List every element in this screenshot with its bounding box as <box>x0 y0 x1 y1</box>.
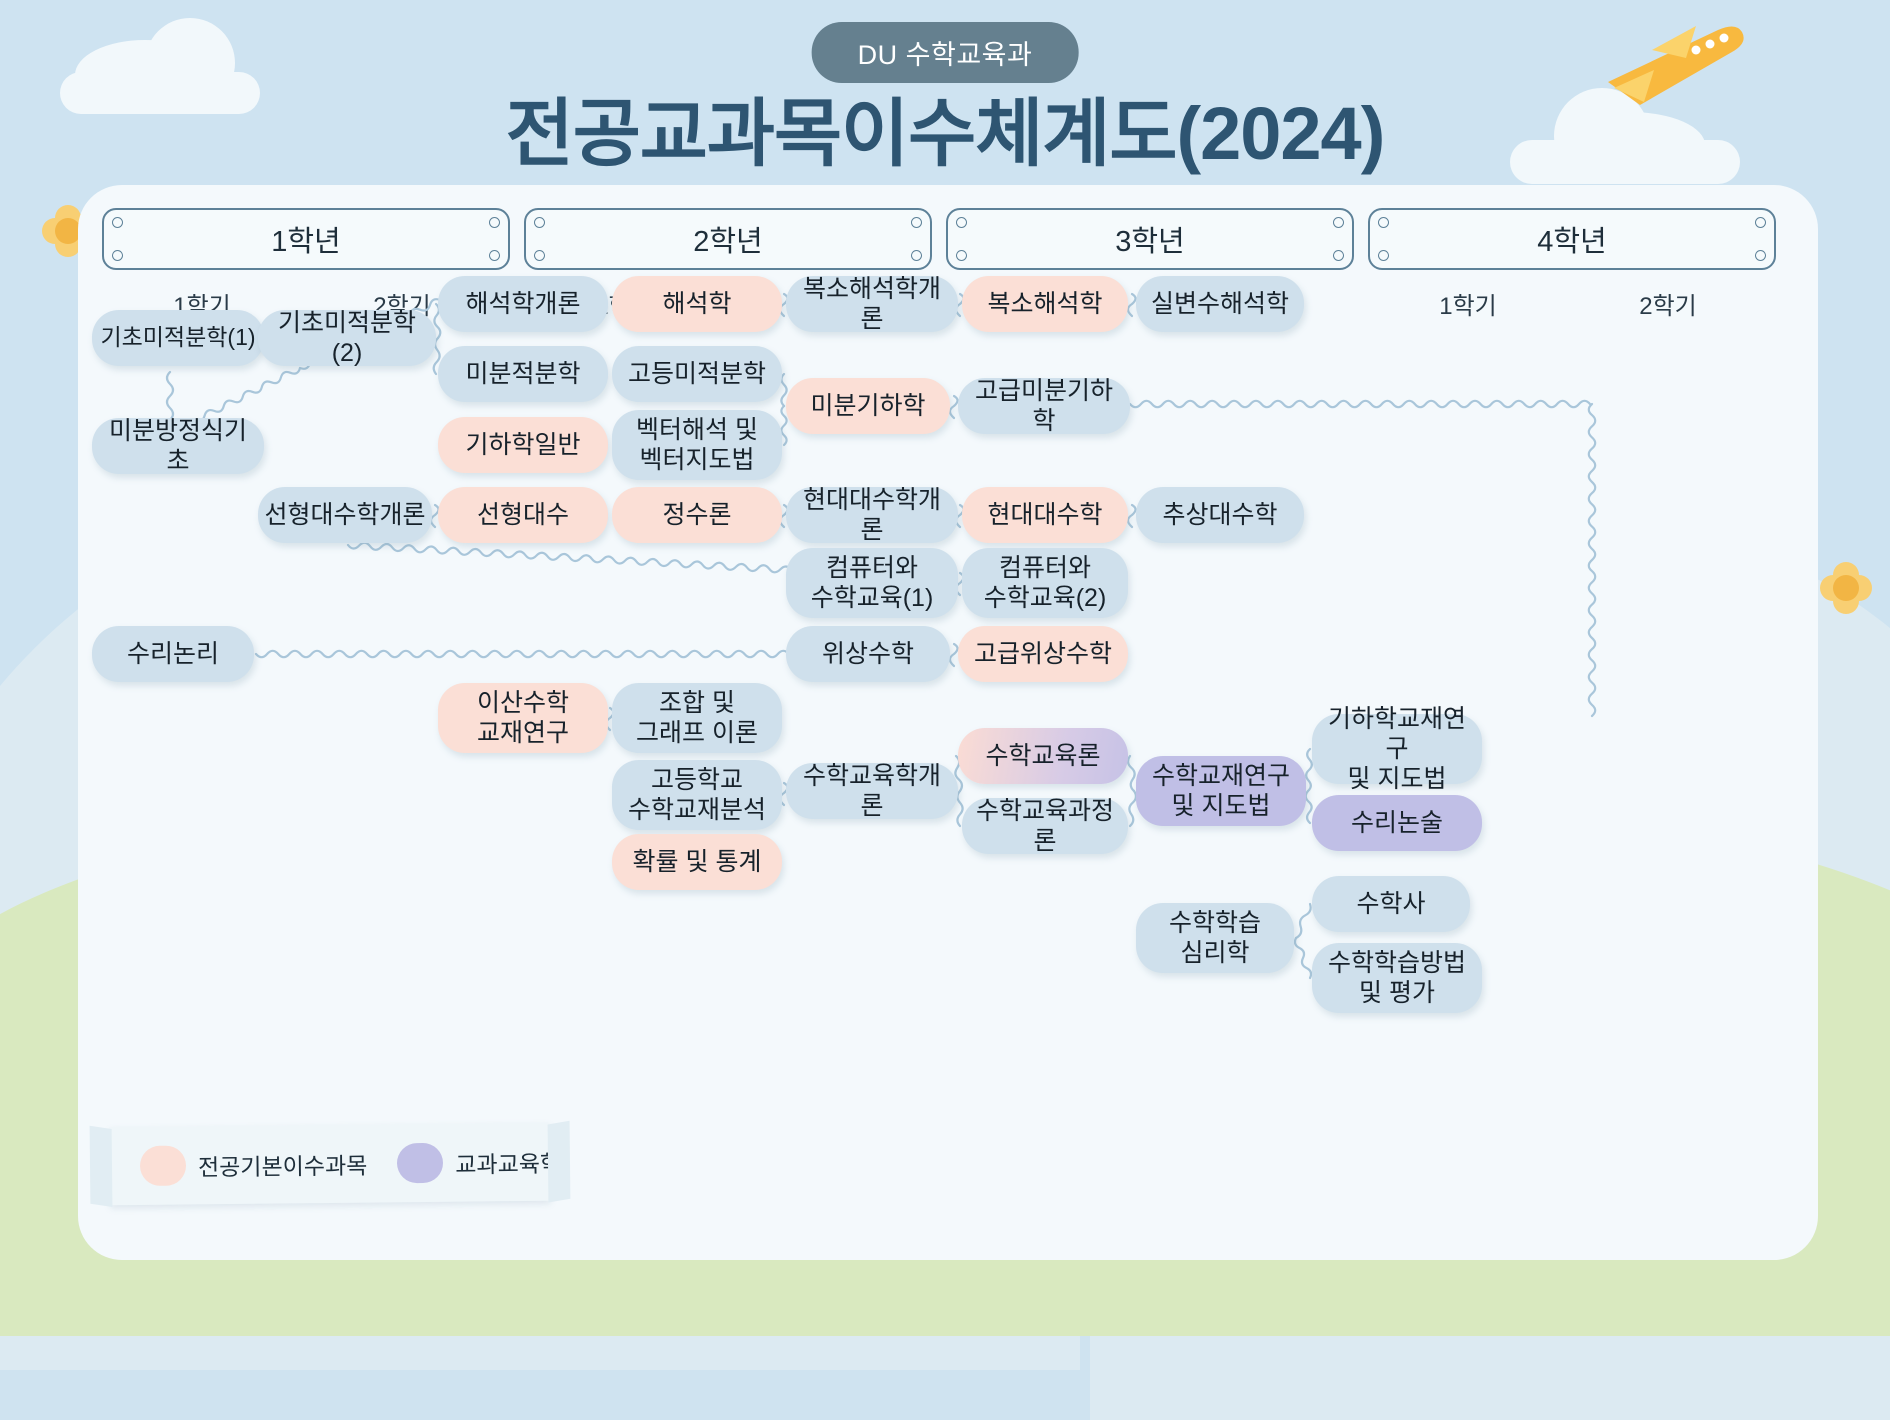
department-badge: DU 수학교육과 <box>811 22 1079 83</box>
course-node[interactable]: 수학교육론 <box>958 728 1128 784</box>
course-node[interactable]: 고등미적분학 <box>612 346 782 402</box>
course-node[interactable]: 수학교육과정론 <box>962 797 1128 855</box>
course-node[interactable]: 이산수학 교재연구 <box>438 683 608 753</box>
year-label: 1학년 <box>271 226 341 258</box>
course-node[interactable]: 현대대수학 <box>962 487 1128 543</box>
semester-label: 1학기 <box>1439 293 1497 320</box>
legend-item-basic: 전공기본이수과목 <box>139 1144 368 1186</box>
legend-label: 교과교육학 <box>455 1150 562 1178</box>
course-node[interactable]: 복소해석학 <box>962 276 1128 332</box>
course-node[interactable]: 복소해석학개론 <box>786 275 958 333</box>
course-node[interactable]: 컴퓨터와 수학교육(1) <box>786 548 958 618</box>
course-node[interactable]: 미분기하학 <box>786 378 950 434</box>
course-node[interactable]: 기하학일반 <box>438 417 608 473</box>
course-node[interactable]: 선형대수 <box>438 487 608 543</box>
page-title: 전공교과목이수체계도(2024) <box>505 92 1386 175</box>
year-header-2: 2학년 <box>524 208 932 270</box>
cloud-icon <box>1510 140 1740 184</box>
course-node[interactable]: 수학학습방법 및 평가 <box>1312 943 1482 1013</box>
legend-label: 전공기본이수과목 <box>197 1152 368 1181</box>
year-label: 2학년 <box>693 226 763 258</box>
course-node[interactable]: 정수론 <box>612 487 782 543</box>
course-node[interactable]: 고급미분기하학 <box>958 377 1130 435</box>
course-node[interactable]: 실변수해석학 <box>1136 276 1304 332</box>
course-node[interactable]: 수학교재연구 및 지도법 <box>1136 756 1306 826</box>
course-node[interactable]: 벡터해석 및 벡터지도법 <box>612 410 782 480</box>
course-node[interactable]: 미분적분학 <box>438 346 608 402</box>
course-node[interactable]: 위상수학 <box>786 626 950 682</box>
legend-swatch-pink <box>139 1145 187 1186</box>
course-node[interactable]: 해석학개론 <box>438 276 608 332</box>
course-node[interactable]: 확률 및 통계 <box>612 834 782 890</box>
year-label: 3학년 <box>1115 226 1185 258</box>
course-node[interactable]: 수학교육학개론 <box>786 762 958 820</box>
semester-label: 2학기 <box>1639 293 1697 320</box>
legend: 전공기본이수과목 교과교육학 <box>109 1122 561 1206</box>
legend-swatch-purple <box>397 1142 444 1184</box>
course-node[interactable]: 컴퓨터와 수학교육(2) <box>962 548 1128 618</box>
course-node[interactable]: 현대대수학개론 <box>786 486 958 544</box>
course-node[interactable]: 기초미적분학(1) <box>92 310 264 366</box>
year-label: 4학년 <box>1537 226 1607 258</box>
year-header-3: 3학년 <box>946 208 1354 270</box>
course-node[interactable]: 고급위상수학 <box>958 626 1128 682</box>
course-node[interactable]: 미분방정식기초 <box>92 417 264 475</box>
legend-item-pedagogy: 교과교육학 <box>397 1142 561 1184</box>
cloud-icon <box>60 72 260 114</box>
course-node[interactable]: 선형대수학개론 <box>258 487 432 543</box>
course-node[interactable]: 수리논리 <box>92 626 254 682</box>
year-header-4: 4학년 <box>1368 208 1776 270</box>
course-node[interactable]: 추상대수학 <box>1136 487 1304 543</box>
course-node[interactable]: 조합 및 그래프 이론 <box>612 683 782 753</box>
course-node[interactable]: 해석학 <box>612 276 782 332</box>
course-node[interactable]: 수리논술 <box>1312 795 1482 851</box>
year-header-1: 1학년 <box>102 208 510 270</box>
course-node[interactable]: 수학사 <box>1312 876 1470 932</box>
course-node[interactable]: 고등학교 수학교재분석 <box>612 760 782 830</box>
course-node[interactable]: 기초미적분학(2) <box>258 309 436 367</box>
airplane-icon <box>1608 26 1744 106</box>
course-node[interactable]: 기하학교재연구 및 지도법 <box>1312 705 1482 793</box>
course-node[interactable]: 수학학습 심리학 <box>1136 903 1294 973</box>
